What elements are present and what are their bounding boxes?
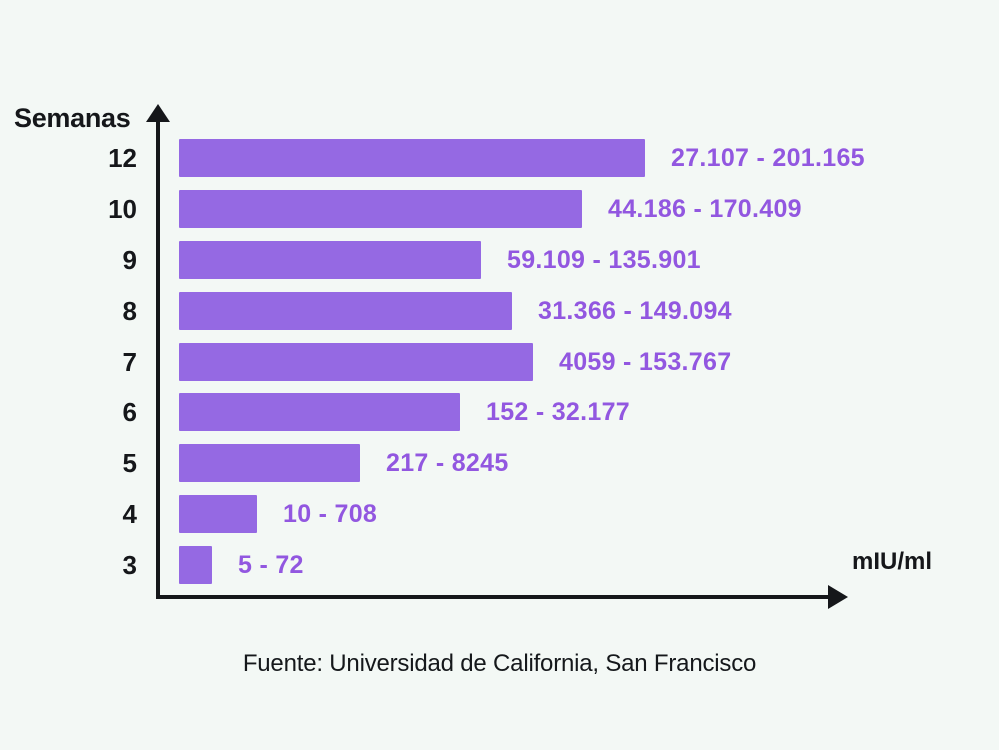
range-bar bbox=[179, 139, 645, 177]
value-range-label: 44.186 - 170.409 bbox=[608, 195, 802, 223]
category-label: 9 bbox=[122, 245, 137, 275]
value-range-label: 5 - 72 bbox=[238, 551, 304, 579]
range-bar bbox=[179, 343, 533, 381]
value-range-label: 4059 - 153.767 bbox=[559, 348, 732, 376]
bar-row: 12 27.107 - 201.165 bbox=[0, 139, 999, 177]
value-range-label: 152 - 32.177 bbox=[486, 398, 630, 426]
range-bar bbox=[179, 495, 257, 533]
bar-row: 9 59.109 - 135.901 bbox=[0, 241, 999, 279]
x-axis-line bbox=[156, 595, 830, 599]
bar-row: 3 5 - 72 bbox=[0, 546, 999, 584]
category-label: 10 bbox=[108, 194, 137, 224]
category-label: 4 bbox=[122, 499, 137, 529]
category-label: 5 bbox=[122, 448, 137, 478]
bar-row: 4 10 - 708 bbox=[0, 495, 999, 533]
category-label: 6 bbox=[122, 397, 137, 427]
x-axis-arrowhead-icon bbox=[828, 585, 848, 609]
x-axis-title: mIU/ml bbox=[852, 548, 933, 575]
range-bar bbox=[179, 241, 481, 279]
category-label: 8 bbox=[122, 296, 137, 326]
y-axis-title: Semanas bbox=[14, 103, 131, 133]
bar-row: 7 4059 - 153.767 bbox=[0, 343, 999, 381]
value-range-label: 10 - 708 bbox=[283, 500, 378, 528]
bar-row: 6 152 - 32.177 bbox=[0, 393, 999, 431]
category-label: 3 bbox=[122, 550, 137, 580]
value-range-label: 217 - 8245 bbox=[386, 449, 509, 477]
bar-row: 5 217 - 8245 bbox=[0, 444, 999, 482]
value-range-label: 59.109 - 135.901 bbox=[507, 246, 701, 274]
source-caption: Fuente: Universidad de California, San F… bbox=[242, 650, 757, 677]
range-bar bbox=[179, 292, 512, 330]
value-range-label: 27.107 - 201.165 bbox=[671, 144, 865, 172]
category-label: 7 bbox=[122, 347, 137, 377]
bar-row: 10 44.186 - 170.409 bbox=[0, 190, 999, 228]
range-bar bbox=[179, 546, 212, 584]
range-bar bbox=[179, 444, 360, 482]
range-bar bbox=[179, 190, 582, 228]
value-range-label: 31.366 - 149.094 bbox=[538, 297, 732, 325]
range-bar bbox=[179, 393, 460, 431]
category-label: 12 bbox=[108, 143, 137, 173]
y-axis-arrowhead-icon bbox=[146, 104, 170, 122]
y-axis-line bbox=[156, 118, 160, 598]
bar-row: 8 31.366 - 149.094 bbox=[0, 292, 999, 330]
